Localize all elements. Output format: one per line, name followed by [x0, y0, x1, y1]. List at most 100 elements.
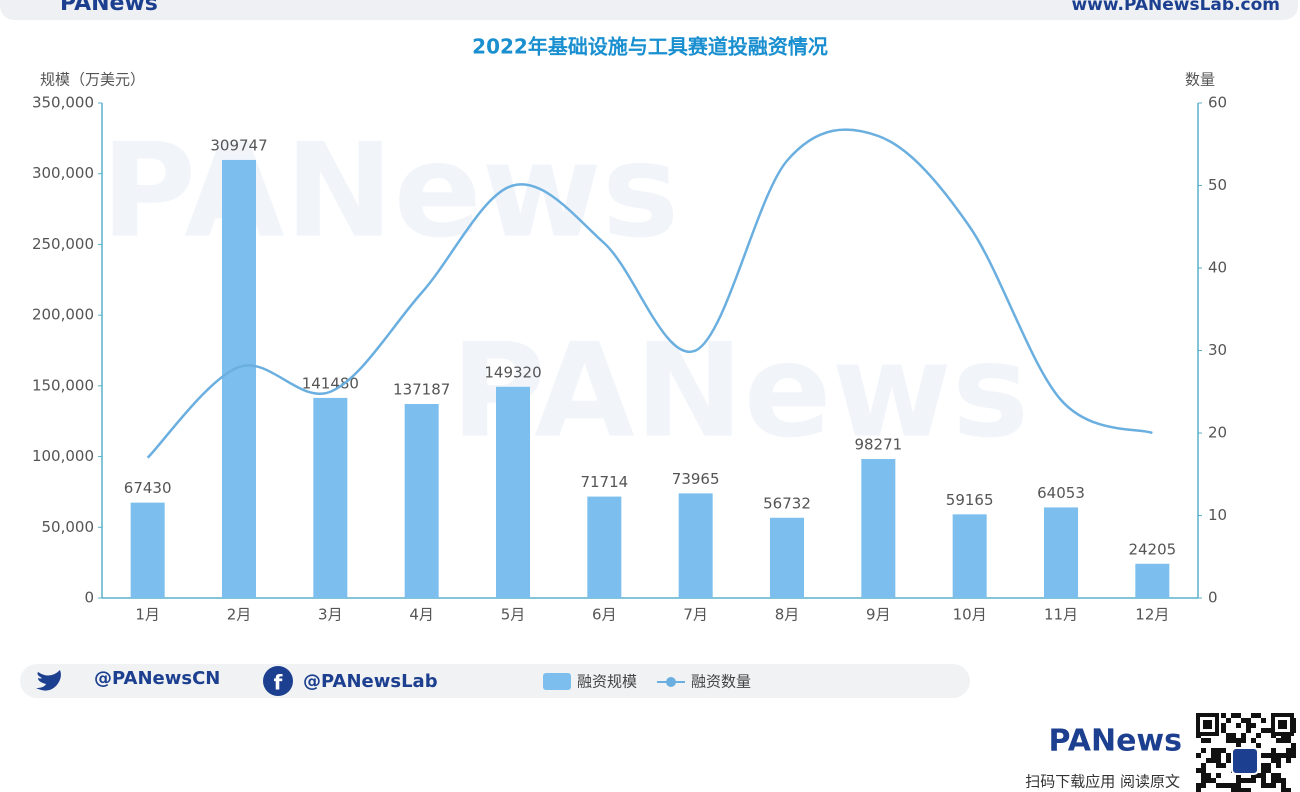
qr-caption: 扫码下载应用 阅读原文 — [1025, 773, 1180, 791]
x-tick-label: 7月 — [683, 606, 708, 624]
qr-cell — [1291, 748, 1296, 753]
qr-cell — [1196, 788, 1201, 792]
data-label: 137187 — [393, 380, 450, 398]
bar — [587, 496, 622, 598]
qr-cell — [1271, 753, 1276, 758]
qr-cell — [1271, 773, 1276, 778]
qr-cell — [1266, 763, 1271, 768]
qr-cell — [1216, 783, 1221, 788]
x-tick-label: 3月 — [318, 606, 343, 624]
qr-cell — [1201, 748, 1206, 753]
qr-cell — [1226, 718, 1231, 723]
qr-cell — [1241, 788, 1246, 792]
qr-cell — [1201, 773, 1206, 778]
x-tick-label: 6月 — [592, 606, 617, 624]
qr-cell — [1241, 738, 1246, 743]
qr-cell — [1286, 753, 1291, 758]
qr-cell — [1226, 753, 1231, 758]
qr-cell — [1206, 773, 1211, 778]
legend-label: 融资数量 — [691, 673, 751, 691]
y-tick-label: 100,000 — [32, 447, 94, 465]
data-label: 71714 — [580, 473, 628, 491]
qr-cell — [1261, 773, 1266, 778]
qr-cell — [1226, 738, 1231, 743]
x-tick-label: 11月 — [1044, 606, 1078, 624]
qr-cell — [1286, 788, 1291, 792]
qr-cell — [1271, 783, 1276, 788]
qr-cell — [1286, 758, 1291, 763]
qr-cell — [1246, 728, 1251, 733]
qr-cell — [1286, 748, 1291, 753]
data-label: 64053 — [1037, 484, 1085, 502]
qr-cell — [1236, 713, 1241, 718]
qr-code[interactable] — [1195, 712, 1296, 792]
qr-cell — [1276, 778, 1281, 783]
qr-cell — [1256, 733, 1261, 738]
qr-cell — [1256, 713, 1261, 718]
qr-cell — [1271, 778, 1276, 783]
header-strip — [0, 0, 1298, 20]
qr-cell — [1256, 773, 1261, 778]
qr-cell — [1241, 733, 1246, 738]
bar — [130, 502, 165, 598]
qr-cell — [1236, 788, 1241, 792]
qr-cell — [1251, 778, 1256, 783]
bar — [861, 459, 896, 598]
qr-cell — [1221, 783, 1226, 788]
qr-cell — [1221, 763, 1226, 768]
watermark: PANews — [101, 115, 679, 267]
qr-finder — [1278, 720, 1287, 729]
qr-cell — [1206, 778, 1211, 783]
x-tick-label: 8月 — [775, 606, 800, 624]
qr-cell — [1261, 783, 1266, 788]
y-axis-label: 规模（万美元） — [40, 71, 145, 89]
qr-cell — [1231, 738, 1236, 743]
line — [146, 128, 1153, 459]
y2-axis-label: 数量 — [1185, 71, 1215, 89]
qr-cell — [1196, 783, 1201, 788]
qr-cell — [1236, 773, 1241, 778]
twitter-handle[interactable]: @PANewsCN — [94, 668, 220, 689]
qr-cell — [1261, 753, 1266, 758]
qr-cell — [1251, 738, 1256, 743]
qr-cell — [1226, 733, 1231, 738]
y2-tick-label: 10 — [1208, 506, 1227, 524]
bar — [313, 397, 348, 598]
footer-strip — [20, 664, 970, 698]
qr-cell — [1266, 783, 1271, 788]
qr-cell — [1276, 738, 1281, 743]
qr-cell — [1226, 758, 1231, 763]
x-tick-label: 4月 — [409, 606, 434, 624]
qr-cell — [1241, 718, 1246, 723]
qr-cell — [1271, 758, 1276, 763]
qr-cell — [1216, 753, 1221, 758]
qr-cell — [1246, 778, 1251, 783]
qr-cell — [1276, 758, 1281, 763]
qr-cell — [1266, 768, 1271, 773]
header-logo: PANews — [60, 0, 158, 16]
y2-tick-label: 20 — [1208, 424, 1227, 442]
qr-cell — [1201, 778, 1206, 783]
qr-cell — [1251, 713, 1256, 718]
qr-cell — [1211, 758, 1216, 763]
qr-cell — [1256, 743, 1261, 748]
qr-cell — [1221, 728, 1226, 733]
x-tick-label: 1月 — [135, 606, 160, 624]
qr-cell — [1266, 728, 1271, 733]
footer-logo: PANews — [1049, 724, 1182, 759]
qr-cell — [1281, 778, 1286, 783]
qr-cell — [1246, 788, 1251, 792]
qr-cell — [1221, 713, 1226, 718]
x-tick-label: 5月 — [501, 606, 526, 624]
data-label: 141480 — [302, 374, 359, 392]
qr-cell — [1281, 753, 1286, 758]
qr-cell — [1261, 768, 1266, 773]
twitter-icon — [36, 670, 61, 691]
qr-cell — [1216, 773, 1221, 778]
qr-cell — [1276, 773, 1281, 778]
facebook-handle[interactable]: @PANewsLab — [303, 671, 438, 692]
qr-cell — [1206, 758, 1211, 763]
data-label: 149320 — [484, 363, 541, 381]
data-label: 73965 — [672, 470, 720, 488]
qr-cell — [1236, 723, 1241, 728]
